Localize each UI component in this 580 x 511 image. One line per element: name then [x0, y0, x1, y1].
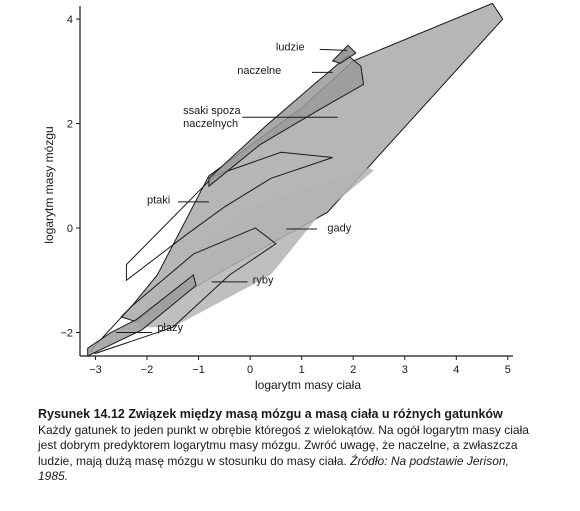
x-axis-title: logarytm masy ciała [255, 378, 361, 392]
y-axis-title: logarytm masy mózgu [42, 126, 56, 243]
label-plazy: płazy [157, 322, 183, 334]
x-tick-label: −1 [192, 364, 205, 376]
y-tick-label: 0 [67, 223, 73, 235]
label-naczelne: naczelne [237, 65, 281, 77]
x-tick-label: 3 [402, 364, 408, 376]
y-tick-label: −2 [60, 327, 73, 339]
x-tick-label: 4 [453, 364, 459, 376]
y-tick-label: 2 [67, 119, 73, 131]
region-naczelne [208, 54, 365, 188]
label-gady: gady [327, 223, 351, 235]
caption-source: Źródło: Na podstawie Jerison, 1985. [38, 453, 509, 484]
leader-line-ludzie [319, 48, 348, 51]
caption-text: Każdy gatunek to jeden punkt w obrębie k… [38, 423, 538, 485]
label-ludzie: ludzie [276, 41, 305, 53]
x-tick-label: 5 [505, 364, 511, 376]
figure-caption: Rysunek 14.12 Związek między masą mózgu … [38, 407, 538, 485]
label-ptaki: ptaki [147, 194, 170, 206]
plot-area [87, 2, 504, 357]
x-tick-label: 2 [350, 364, 356, 376]
caption-title: Rysunek 14.12 Związek między masą mózgu … [38, 407, 503, 421]
region-plazy [87, 274, 197, 357]
region-ptaki [125, 151, 333, 282]
label-ryby: ryby [253, 274, 274, 286]
x-tick-label: 1 [299, 364, 305, 376]
x-tick-label: −3 [89, 364, 102, 376]
caption-body: Każdy gatunek to jeden punkt w obrębie k… [38, 422, 529, 468]
region-ryby [89, 227, 277, 354]
y-tick-label: 4 [67, 14, 73, 26]
x-tick-label: 0 [247, 364, 253, 376]
label-naczelnych: naczelnych [183, 118, 238, 130]
x-tick-label: −2 [141, 364, 154, 376]
region-gady [136, 167, 374, 328]
label-ssaki-spoza: ssaki spoza [183, 105, 241, 117]
brain-body-mass-chart: −3 −2 −1 0 1 2 3 4 5 −2 0 2 4 ludzie naczelne ssaki sp… [42, 2, 513, 392]
axes: −3 −2 −1 0 1 2 3 4 5 −2 0 2 4 [60, 6, 513, 376]
